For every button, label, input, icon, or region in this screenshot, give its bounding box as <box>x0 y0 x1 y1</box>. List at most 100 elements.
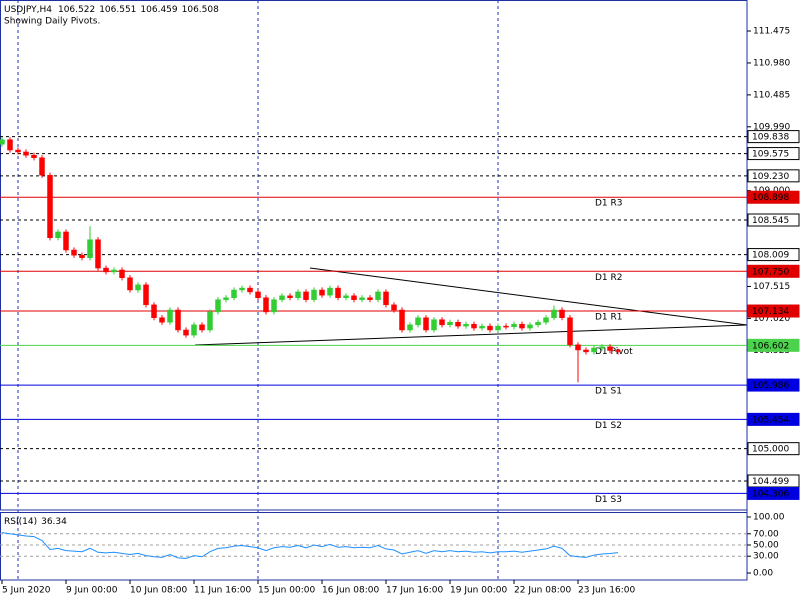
last-close: 106.508 <box>182 5 219 15</box>
level-price-label: 106.602 <box>752 341 789 351</box>
level-price-label: 105.986 <box>752 381 789 391</box>
level-price-label: 108.009 <box>752 251 789 261</box>
rsi-y-tick-label: 50.00 <box>753 540 779 550</box>
x-tick-label: 9 Jun 00:00 <box>66 586 118 596</box>
candle-body <box>103 267 109 273</box>
candle-body <box>7 139 13 151</box>
level-name: D1 S2 <box>595 421 622 431</box>
candle-body <box>15 149 21 153</box>
candle-body <box>239 287 245 291</box>
trend-line <box>309 267 748 326</box>
level-price-box <box>747 304 800 318</box>
trend-line <box>194 324 748 346</box>
candle-body <box>503 325 509 328</box>
level-price-box <box>747 248 800 262</box>
rsi-header: RSI(14) 36.34 <box>4 517 67 527</box>
level-price-box <box>747 442 800 456</box>
level-price-box <box>747 169 800 183</box>
candle-body <box>55 231 61 238</box>
candle-body <box>439 319 445 326</box>
candle-body <box>295 291 301 298</box>
symbol: USDJPY,H4 <box>4 5 52 15</box>
level-name: D1 R3 <box>595 199 623 209</box>
candle-body <box>583 349 589 353</box>
y-tick-label: 111.475 <box>753 27 790 37</box>
last-high: 106.551 <box>99 5 136 15</box>
level-price-box <box>747 412 800 426</box>
candle-body <box>375 291 381 300</box>
candle-body <box>599 346 605 349</box>
level-price-box <box>747 190 800 204</box>
candle-body <box>263 297 269 313</box>
rsi-line <box>1 532 619 559</box>
candle-body <box>47 174 53 238</box>
y-tick-label: 110.980 <box>753 58 790 68</box>
candle-body <box>551 309 557 318</box>
candle-body <box>167 309 173 323</box>
level-name: D1 S1 <box>595 387 622 397</box>
chart-header: USDJPY,H4 106.522 106.551 106.459 106.508 <box>4 5 219 15</box>
level-price-label: 105.000 <box>752 445 789 455</box>
candle-body <box>319 289 325 296</box>
candle-body <box>407 324 413 331</box>
candle-body <box>559 309 565 318</box>
candle-body <box>543 317 549 323</box>
level-name: D1 S3 <box>595 495 622 505</box>
candle-body <box>175 309 181 331</box>
candle-body <box>591 347 597 353</box>
candle-body <box>455 321 461 327</box>
level-name: D1 R2 <box>595 273 623 283</box>
level-price-label: 107.750 <box>752 267 789 277</box>
candle-body <box>127 277 133 291</box>
candle-body <box>151 304 157 318</box>
last-open: 106.522 <box>58 5 95 15</box>
candle-body <box>351 295 357 300</box>
rsi-y-tick-label: 30.00 <box>753 552 779 562</box>
level-name: D1 R1 <box>595 313 623 323</box>
rsi-last-value: 36.34 <box>41 517 67 527</box>
candle-body <box>607 346 613 351</box>
candle-body <box>183 329 189 336</box>
candle-body <box>359 297 365 300</box>
level-price-label: 109.575 <box>752 150 789 160</box>
candle-body <box>479 325 485 329</box>
candle-body <box>415 317 421 326</box>
candle-body <box>391 304 397 311</box>
rsi-y-tick-label: 70.00 <box>753 529 779 539</box>
candle-body <box>143 284 149 306</box>
candle-body <box>383 291 389 306</box>
level-price-label: 104.306 <box>752 489 789 499</box>
candle-body <box>231 289 237 298</box>
candle-body <box>527 324 533 329</box>
candle-body <box>367 297 373 300</box>
level-price-box <box>747 147 800 161</box>
candle-body <box>343 295 349 298</box>
x-tick-label: 11 Jun 16:00 <box>194 586 251 596</box>
y-tick-label: 110.485 <box>753 90 790 100</box>
candle-body <box>135 284 141 291</box>
candle-body <box>335 287 341 298</box>
candle-body <box>303 291 309 300</box>
candle-body <box>119 269 125 278</box>
x-tick-label: 17 Jun 16:00 <box>386 586 443 596</box>
candle-body <box>271 299 277 313</box>
x-tick-label: 19 Jun 00:00 <box>450 586 507 596</box>
x-tick-label: 15 Jun 00:00 <box>258 586 315 596</box>
level-price-label: 105.454 <box>752 415 789 425</box>
level-price-box <box>747 378 800 392</box>
level-price-label: 107.134 <box>752 307 789 317</box>
x-tick-label: 10 Jun 08:00 <box>130 586 187 596</box>
candle-body <box>535 321 541 326</box>
candle-body <box>191 324 197 336</box>
y-tick-label: 107.515 <box>753 282 790 292</box>
candle-body <box>63 231 69 251</box>
candle-body <box>159 317 165 323</box>
candle-body <box>567 317 573 346</box>
rsi-title: RSI(14) <box>4 517 37 527</box>
candle-body <box>215 299 221 313</box>
candle-body <box>0 139 5 145</box>
candle-body <box>327 287 333 296</box>
candle-body <box>519 323 525 329</box>
